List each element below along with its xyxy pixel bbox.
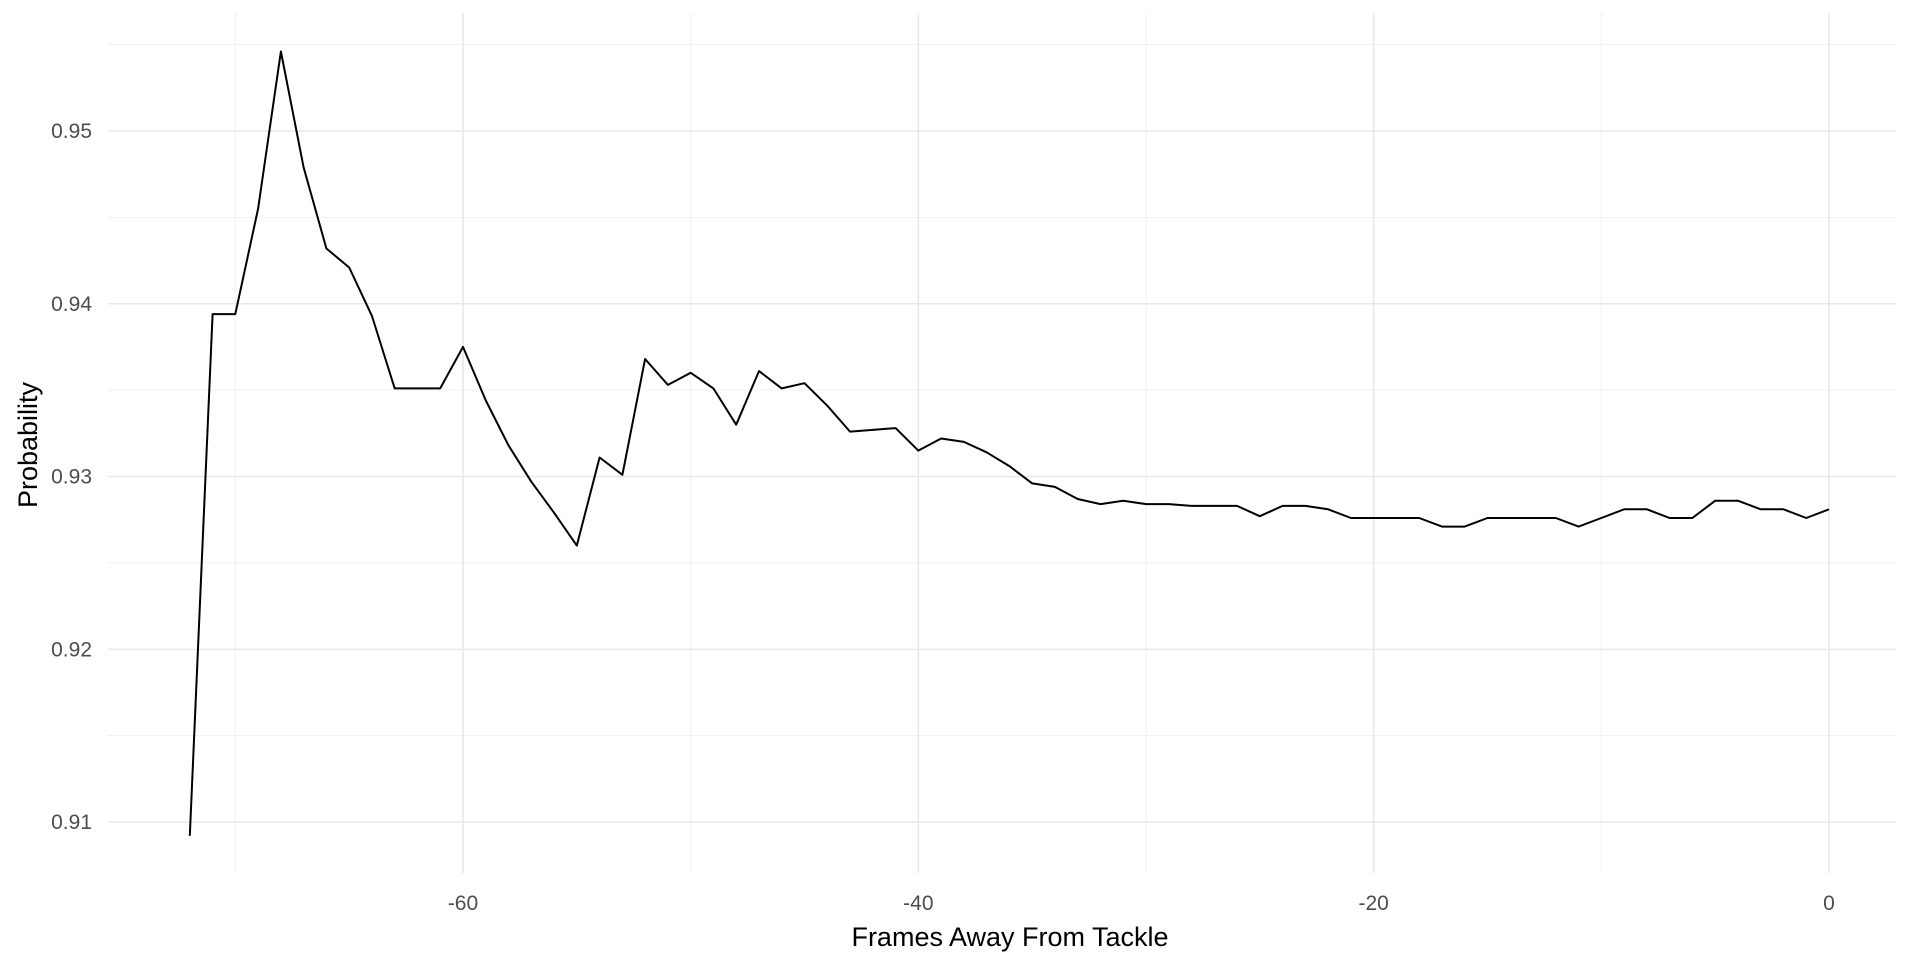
- series-line: [188, 50, 1830, 836]
- y-tick-label: 0.94: [51, 293, 92, 316]
- x-tick-label: -40: [903, 892, 933, 915]
- y-tick-label: 0.95: [51, 120, 92, 143]
- x-tick-label: 0: [1823, 892, 1835, 915]
- y-tick-label: 0.92: [51, 638, 92, 661]
- y-tick-label: 0.93: [51, 466, 92, 489]
- tick-labels: -60 -40 -20 0 0.91 0.92 0.93 0.94 0.95: [51, 120, 1835, 915]
- y-tick-label: 0.91: [51, 811, 92, 834]
- x-tick-label: -20: [1358, 892, 1388, 915]
- x-axis-title: Frames Away From Tackle: [851, 922, 1168, 952]
- x-tick-label: -60: [448, 892, 478, 915]
- major-gridlines: [108, 13, 1896, 873]
- minor-gridlines: [108, 13, 1896, 873]
- series-layer: [188, 50, 1830, 836]
- y-axis-title: Probability: [13, 381, 43, 508]
